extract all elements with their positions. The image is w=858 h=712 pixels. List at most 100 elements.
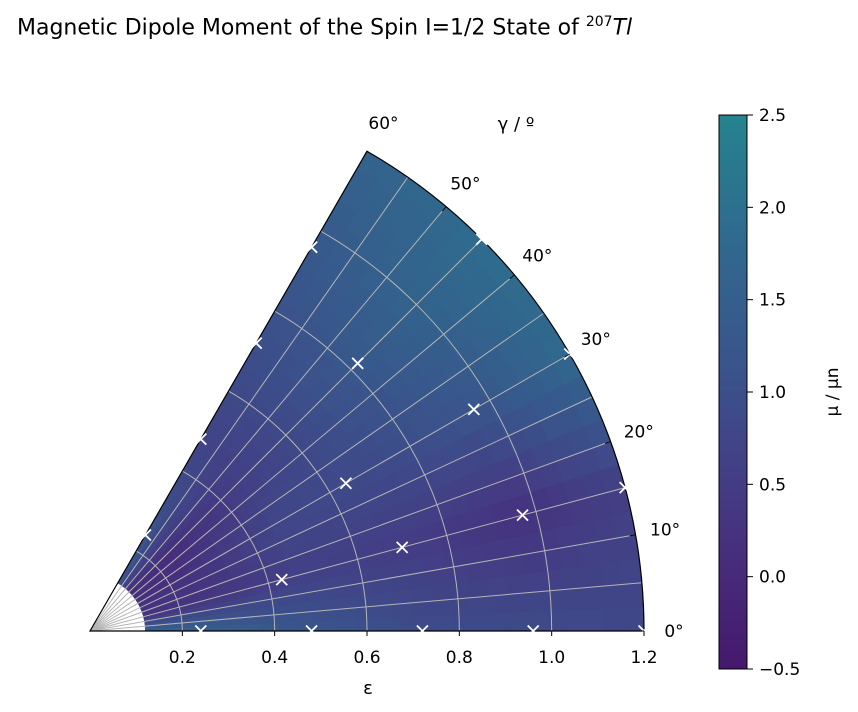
heatmap-cell [467,578,490,599]
heatmap-cell [450,597,472,616]
heatmap-cell [279,621,300,631]
sample-point-marker [194,432,207,446]
heatmap-cell [429,583,452,602]
sample-point-marker [275,573,288,586]
colorbar-tick-label: 2.0 [759,198,786,218]
heatmap-cell [565,587,587,611]
heatmap-cell [505,573,528,595]
radial-grid-arc [182,470,276,632]
angular-tick-mark [509,274,515,280]
colorbar-tick-label: 0.5 [759,475,786,495]
title-prefix: Magnetic Dipole Moment of the Spin I=1/2… [17,15,586,41]
angular-tick-label: 40° [522,247,552,267]
heatmap-cell [488,594,510,614]
heatmap-cell [355,605,376,620]
heatmap-cell [521,551,545,575]
sample-point-marker [305,624,318,638]
heatmap-cell [393,602,414,619]
sample-points [139,233,651,638]
colorbar-label: μ / μn [823,368,843,417]
heatmap-cell [448,580,471,600]
heatmap-cell [559,544,583,570]
title-isotope-symbol: Tl [612,15,633,41]
heatmap-cell [298,620,319,631]
radial-tick-label: 0.6 [353,648,380,668]
radial-grid-arc [274,310,460,632]
angular-tick-label: 60° [368,114,398,134]
colorbar-tick-label: 0.0 [759,568,786,588]
radial-tick-label: 1.0 [538,648,565,668]
sample-point-marker [416,624,429,638]
angular-tick-mark [564,353,571,358]
heatmap-cell [622,582,644,608]
heatmap-cell [259,622,280,631]
sample-point-marker [527,624,540,638]
radial-tick-label: 0.2 [169,648,196,668]
heatmap-cell [374,617,396,631]
heatmap-cell [524,570,547,594]
heatmap-cell [489,612,511,631]
heatmap-cell [526,590,548,613]
angular-tick-label: 30° [581,330,611,350]
heatmap-cell [600,560,624,587]
heatmap-cell [581,563,605,589]
heatmap-layer [117,151,644,631]
heatmap-cell [486,575,509,597]
sample-point-marker [250,336,263,350]
grid-layer [89,176,642,632]
heatmap-cell [578,541,602,567]
angular-tick-label: 50° [450,175,480,195]
angular-tick-label: 20° [624,422,654,442]
angular-tick-label: 0° [664,622,683,642]
sample-point-marker [305,241,318,254]
heatmap-cell [585,608,606,631]
colorbar-label-text: μ / μn [823,368,843,417]
heatmap-cell [451,614,472,631]
radial-tick-label: 0.8 [446,648,473,668]
angular-tick-mark [363,150,368,157]
chart-title: Magnetic Dipole Moment of the Spin I=1/2… [17,14,632,40]
heatmap-cell [584,585,606,610]
colorbar-tick-label: 1.5 [759,291,786,311]
sample-point-marker [618,481,632,494]
heatmap-cell [547,609,568,631]
heatmap-cell [604,607,626,631]
heatmap-cell [509,611,530,631]
colorbar-ticks: 2.5 2.0 1.5 1.0 0.5 0.0 −0.5 [747,106,800,680]
sample-point-marker [351,357,364,370]
heatmap-cell [546,589,568,612]
angular-tick-mark [604,441,611,445]
tick-labels: 0.2 0.4 0.6 0.8 1.0 1.2 0° 10° 20° 30° 40° 50° 60° [169,114,684,668]
heatmap-cell [412,600,434,618]
heatmap-cell [507,592,529,614]
colorbar [718,114,748,670]
heatmap-cell [469,595,491,615]
colorbar-tick-label: 2.5 [759,106,786,126]
heatmap-cell [336,619,357,631]
heatmap-cell [566,609,587,631]
sample-point-marker [396,541,409,554]
heatmap-cell [619,558,643,585]
heatmap-cell [603,584,625,609]
title-isotope-mass: 207 [585,14,613,30]
colorbar-tick-label: 1.0 [759,383,786,403]
angular-tick-mark [629,534,636,537]
heatmap-cell [562,565,585,590]
radial-tick-label: 0.4 [261,648,288,668]
sample-point-marker [467,403,480,416]
sample-point-marker [516,508,529,522]
heatmap-cell [240,623,261,631]
colorbar-tick-label: −0.5 [759,660,800,680]
radial-grid-arc [228,390,368,632]
radial-tick-label: 1.2 [630,648,657,668]
sample-point-marker [475,233,488,246]
heatmap-cell [432,614,453,631]
heatmap-cell [431,599,453,617]
heatmap-cell [317,619,338,631]
sample-point-marker [139,528,152,542]
radial-grid-arc [135,550,183,632]
heatmap-cell [374,604,395,619]
sample-point-marker [339,477,353,490]
